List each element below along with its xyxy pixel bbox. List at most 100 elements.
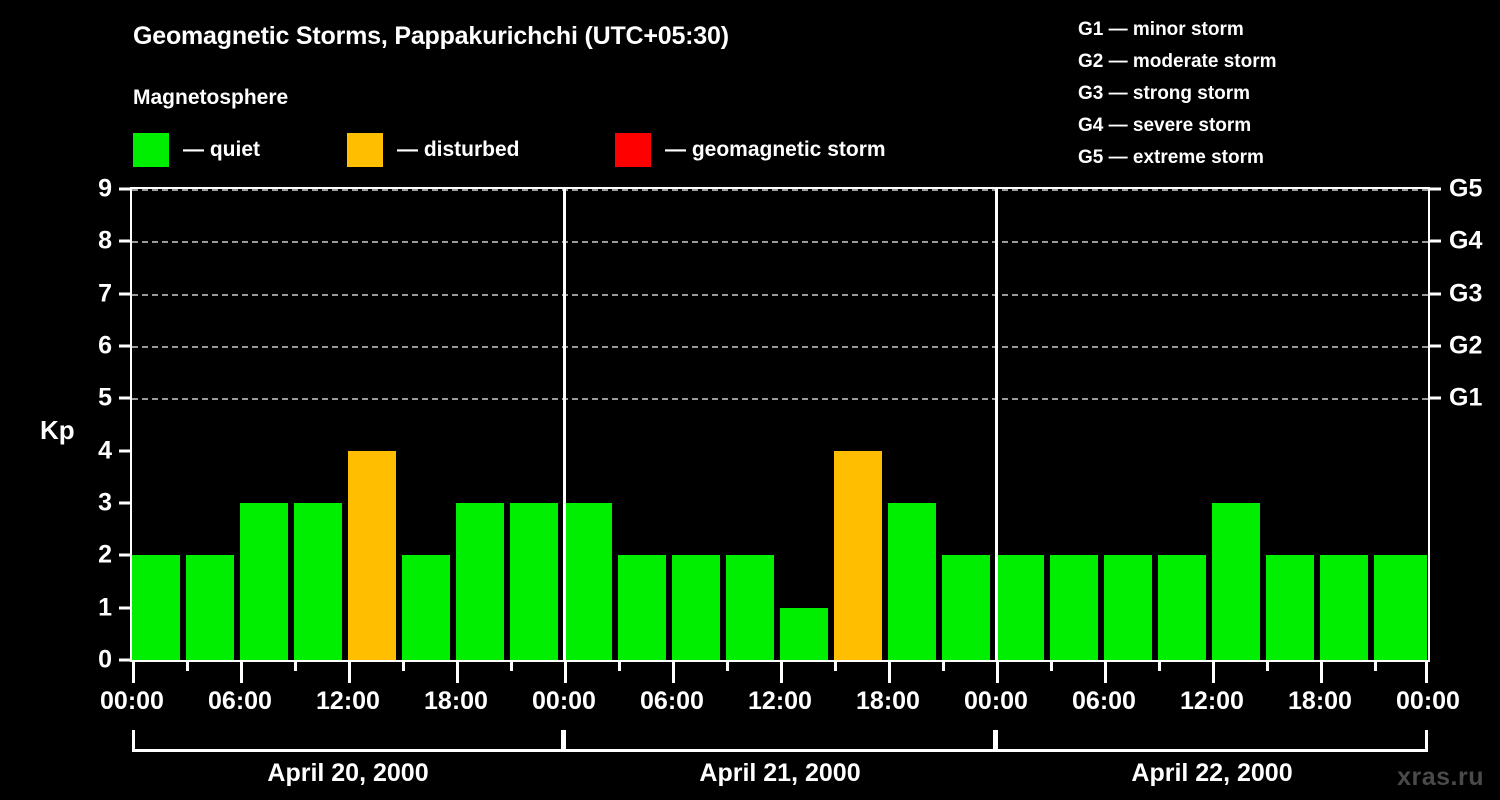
gridline-kp-7 — [132, 293, 1428, 296]
legend-item-quiet: — quiet — [133, 133, 260, 167]
bar — [1374, 555, 1427, 660]
x-tick-minor — [834, 661, 837, 671]
legend-swatch-storm-icon — [615, 133, 651, 167]
bar — [564, 503, 612, 660]
y-tick-mark-6 — [119, 344, 132, 348]
y-tick-mark-0 — [119, 658, 132, 662]
x-tick-major — [996, 661, 999, 683]
y-tick-label-7: 7 — [98, 279, 112, 308]
x-tick-major — [888, 661, 891, 683]
g-scale-line-1: G1 — minor storm — [1078, 19, 1244, 40]
bar — [672, 555, 720, 660]
y-tick-label-0: 0 — [98, 645, 112, 674]
g-tick-label-G5: G5 — [1449, 174, 1483, 203]
x-tick-label: 06:00 — [1072, 687, 1136, 715]
x-tick-minor — [294, 661, 297, 671]
y-tick-label-6: 6 — [98, 331, 112, 360]
x-tick-minor — [1158, 661, 1161, 671]
x-tick-label: 12:00 — [1180, 687, 1244, 715]
g-tick-mark-G1 — [1428, 396, 1441, 400]
legend-swatch-quiet-icon — [133, 133, 169, 167]
g-scale-line-2: G2 — moderate storm — [1078, 51, 1277, 72]
y-tick-mark-4 — [119, 449, 132, 453]
bar — [510, 503, 558, 660]
legend-swatch-disturbed-icon — [347, 133, 383, 167]
bar — [1104, 555, 1152, 660]
x-tick-major — [780, 661, 783, 683]
bar — [456, 503, 504, 660]
x-tick-minor — [510, 661, 513, 671]
plot-area — [130, 187, 1430, 662]
x-tick-major — [240, 661, 243, 683]
bar — [1158, 555, 1206, 660]
y-tick-mark-3 — [119, 501, 132, 505]
y-tick-label-1: 1 — [98, 593, 112, 622]
g-tick-label-G4: G4 — [1449, 226, 1483, 255]
x-tick-label: 12:00 — [748, 687, 812, 715]
x-tick-minor — [1266, 661, 1269, 671]
x-tick-minor — [402, 661, 405, 671]
y-tick-mark-9 — [119, 187, 132, 191]
legend-label-quiet: — quiet — [183, 138, 260, 161]
x-tick-major — [564, 661, 567, 683]
day-label: April 21, 2000 — [699, 759, 861, 787]
x-tick-major — [132, 661, 135, 683]
page-title: Geomagnetic Storms, Pappakurichchi (UTC+… — [133, 22, 729, 50]
y-tick-label-8: 8 — [98, 226, 112, 255]
legend-item-disturbed: — disturbed — [347, 133, 520, 167]
bar — [348, 450, 396, 660]
g-tick-mark-G4 — [1428, 239, 1441, 243]
x-tick-major — [1425, 661, 1428, 683]
bar — [294, 503, 342, 660]
x-tick-minor — [726, 661, 729, 671]
bar — [780, 607, 828, 660]
g-tick-mark-G5 — [1428, 187, 1441, 191]
x-tick-label: 12:00 — [316, 687, 380, 715]
g-scale-legend: G1 — minor storm G2 — moderate storm G3 — … — [1078, 14, 1277, 174]
x-tick-minor — [942, 661, 945, 671]
watermark: xras.ru — [1397, 763, 1484, 791]
day-bracket — [132, 730, 564, 752]
day-bracket-divider — [563, 730, 566, 752]
y-tick-label-3: 3 — [98, 488, 112, 517]
y-tick-mark-8 — [119, 239, 132, 243]
magnetosphere-heading: Magnetosphere — [133, 86, 289, 109]
bar — [996, 555, 1044, 660]
day-label: April 20, 2000 — [267, 759, 429, 787]
bar — [402, 555, 450, 660]
g-tick-mark-G2 — [1428, 344, 1441, 348]
x-tick-minor — [618, 661, 621, 671]
gridline-kp-5 — [132, 398, 1428, 401]
gridline-kp-9 — [132, 189, 1428, 191]
day-bracket — [564, 730, 996, 752]
g-tick-label-G3: G3 — [1449, 279, 1483, 308]
x-tick-label: 00:00 — [1396, 687, 1460, 715]
x-tick-label: 00:00 — [100, 687, 164, 715]
y-tick-label-9: 9 — [98, 174, 112, 203]
y-tick-label-5: 5 — [98, 383, 112, 412]
day-bracket-divider — [995, 730, 998, 752]
g-tick-label-G2: G2 — [1449, 331, 1483, 360]
x-tick-major — [348, 661, 351, 683]
legend-label-disturbed: — disturbed — [397, 138, 520, 161]
bar — [1212, 503, 1260, 660]
x-tick-label: 00:00 — [532, 687, 596, 715]
x-tick-label: 00:00 — [964, 687, 1028, 715]
day-bracket — [996, 730, 1428, 752]
x-tick-major — [672, 661, 675, 683]
x-tick-label: 06:00 — [640, 687, 704, 715]
g-tick-mark-G3 — [1428, 292, 1441, 296]
y-tick-label-4: 4 — [98, 436, 112, 465]
x-tick-minor — [1374, 661, 1377, 671]
g-scale-line-5: G5 — extreme storm — [1078, 147, 1264, 168]
x-tick-major — [1104, 661, 1107, 683]
day-separator — [995, 189, 998, 660]
bar — [1266, 555, 1314, 660]
bar — [1320, 555, 1368, 660]
day-label: April 22, 2000 — [1131, 759, 1293, 787]
y-tick-mark-5 — [119, 396, 132, 400]
y-tick-mark-1 — [119, 606, 132, 610]
bar — [240, 503, 288, 660]
gridline-kp-8 — [132, 241, 1428, 244]
bar — [888, 503, 936, 660]
